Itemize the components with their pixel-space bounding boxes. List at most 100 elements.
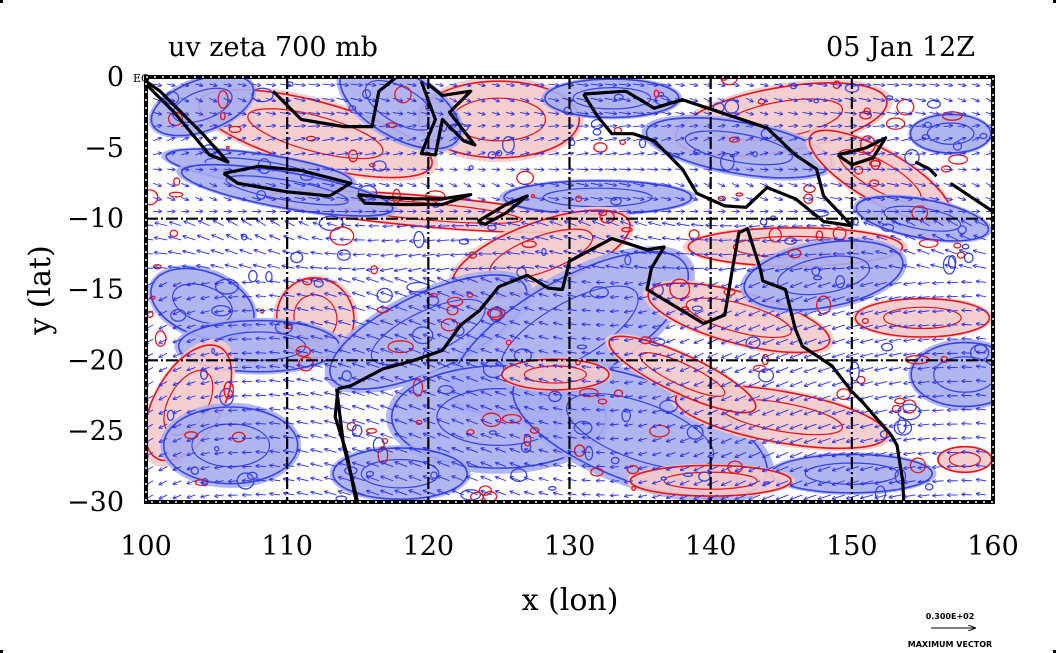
vorticity-contour (219, 387, 234, 406)
wind-vector (153, 169, 161, 170)
wind-vector (308, 138, 319, 142)
wind-vector (152, 125, 161, 126)
vorticity-contour (478, 485, 493, 496)
vorticity-contour (832, 226, 847, 241)
wind-vector (251, 169, 261, 170)
wind-vector (350, 84, 362, 85)
wind-vector (590, 153, 603, 155)
wind-vector (962, 424, 972, 425)
vorticity-contour (924, 483, 934, 491)
vorticity-contour (813, 275, 823, 281)
vorticity-contour (225, 145, 230, 150)
wind-vector (675, 112, 684, 114)
wind-vector (265, 97, 275, 101)
vorticity-contour (979, 132, 988, 140)
wind-vector (167, 138, 175, 142)
wind-vector (562, 153, 573, 155)
wind-vector (844, 97, 856, 101)
wind-vector (350, 138, 362, 142)
wind-vector (308, 97, 319, 101)
wind-vector (611, 509, 619, 510)
wind-vector (519, 97, 529, 101)
wind-vector (788, 138, 797, 142)
vorticity-contour (487, 224, 497, 231)
vorticity-contour (521, 240, 537, 249)
vorticity-contour (329, 274, 528, 390)
wind-vector (731, 152, 739, 154)
vorticity-contour (909, 457, 927, 474)
vorticity-contour (815, 230, 824, 241)
wind-vector (407, 84, 416, 85)
y-tick-labels: 0 −5 −10 −15 −20 −25 −30 (67, 62, 124, 518)
wind-vector (957, 112, 966, 114)
wind-vector (962, 452, 972, 453)
wind-vector (689, 125, 697, 126)
wind-vector (745, 125, 753, 126)
wind-vector (804, 509, 816, 513)
wind-vector (731, 125, 739, 126)
wind-vector (251, 97, 261, 101)
vorticity-contour (361, 89, 372, 99)
vorticity-contour (880, 223, 895, 232)
wind-vector (265, 169, 276, 170)
wind-vector (632, 126, 644, 127)
y-tick-label: −25 (67, 416, 124, 447)
wind-vector (962, 296, 972, 297)
vorticity-contour (904, 149, 920, 166)
wind-vector (463, 125, 471, 126)
wind-vector (270, 508, 280, 509)
wind-vector (675, 84, 684, 85)
wind-vector (833, 268, 845, 269)
wind-vector (407, 126, 416, 127)
wind-vector (788, 112, 797, 114)
wind-vector (962, 339, 972, 340)
wind-vector (915, 126, 925, 127)
wind-vector (352, 505, 364, 509)
wind-vector (632, 153, 644, 155)
wind-vector (582, 508, 591, 509)
wind-vector (505, 84, 514, 86)
wind-vector (568, 508, 577, 510)
wind-vector (548, 138, 558, 142)
wind-vector (339, 268, 351, 269)
vorticity-contour (942, 255, 956, 275)
wind-vector (901, 97, 912, 101)
wind-vector (774, 112, 782, 114)
wind-vector (604, 84, 617, 85)
vorticity-contour (168, 191, 184, 198)
wind-vector (322, 138, 334, 142)
wind-vector (590, 84, 603, 85)
wind-vector (173, 509, 181, 512)
wind-vector (336, 112, 349, 113)
vorticity-contour (631, 485, 637, 491)
wind-vector (505, 153, 514, 155)
wind-vector (647, 126, 657, 127)
wind-vector (322, 153, 334, 155)
vorticity-contour (351, 424, 363, 437)
wind-vector (901, 84, 912, 85)
wind-vector (661, 112, 671, 114)
wind-vector (889, 509, 901, 511)
wind-vector (745, 152, 753, 154)
wind-vector (311, 506, 323, 509)
wind-vector (915, 153, 925, 155)
vorticity-patch (643, 280, 835, 356)
wind-vector (237, 138, 246, 142)
wind-vector (167, 153, 175, 155)
vorticity-contour (248, 269, 258, 283)
vorticity-contour (544, 78, 680, 119)
vorticity-contour (172, 283, 233, 325)
wind-vector (167, 84, 175, 86)
vorticity-contour (933, 356, 993, 393)
wind-vector (717, 137, 725, 142)
wind-vector (378, 97, 389, 101)
vorticity-contour (724, 99, 740, 114)
wind-vector (520, 126, 529, 127)
wind-vector (576, 153, 588, 155)
wind-vector (562, 112, 573, 114)
wind-vector (929, 153, 938, 155)
wind-vector (237, 112, 246, 114)
vorticity-contour (215, 278, 239, 295)
wind-vector (667, 509, 676, 512)
